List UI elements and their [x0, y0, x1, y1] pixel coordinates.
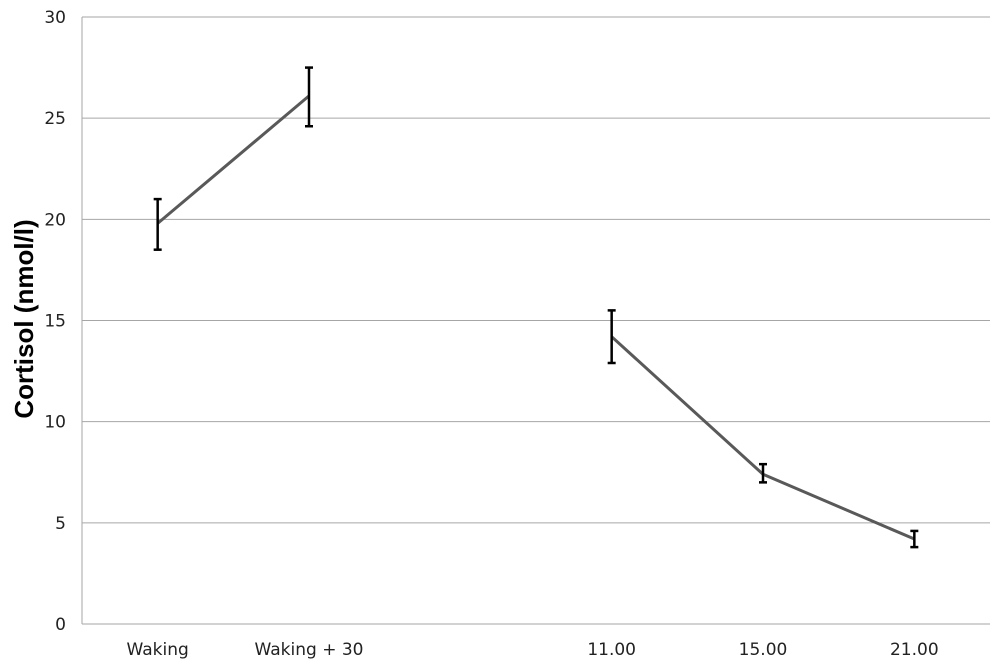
series-line	[156, 94, 310, 225]
error-bars	[153, 66, 919, 549]
y-tick-label: 20	[44, 210, 66, 230]
x-tick-label: Waking + 30	[255, 640, 364, 660]
error-bar	[305, 66, 313, 128]
y-tick-label: 30	[44, 8, 66, 28]
series-lines	[156, 94, 915, 541]
y-tick-label: 0	[55, 615, 66, 635]
gridlines	[82, 16, 990, 524]
y-tick-label: 25	[44, 109, 66, 129]
x-tick-label: Waking	[127, 640, 189, 660]
x-tick-labels: Waking Waking + 30 11.00 15.00 21.00	[127, 640, 939, 660]
series-line	[610, 335, 915, 541]
y-tick-labels: 0 5 10 15 20 25 30	[44, 8, 66, 635]
y-tick-label: 10	[44, 413, 66, 433]
y-axis-title: Cortisol (nmol/l)	[9, 219, 39, 418]
y-tick-label: 5	[55, 514, 66, 534]
error-bar	[910, 529, 919, 549]
error-bar	[607, 309, 616, 365]
error-bar	[153, 197, 162, 251]
y-tick-label: 15	[44, 312, 66, 332]
x-tick-label: 11.00	[587, 640, 636, 660]
error-bar	[759, 462, 767, 484]
x-tick-label: 15.00	[739, 640, 788, 660]
axes	[81, 17, 990, 625]
x-tick-label: 21.00	[890, 640, 939, 660]
